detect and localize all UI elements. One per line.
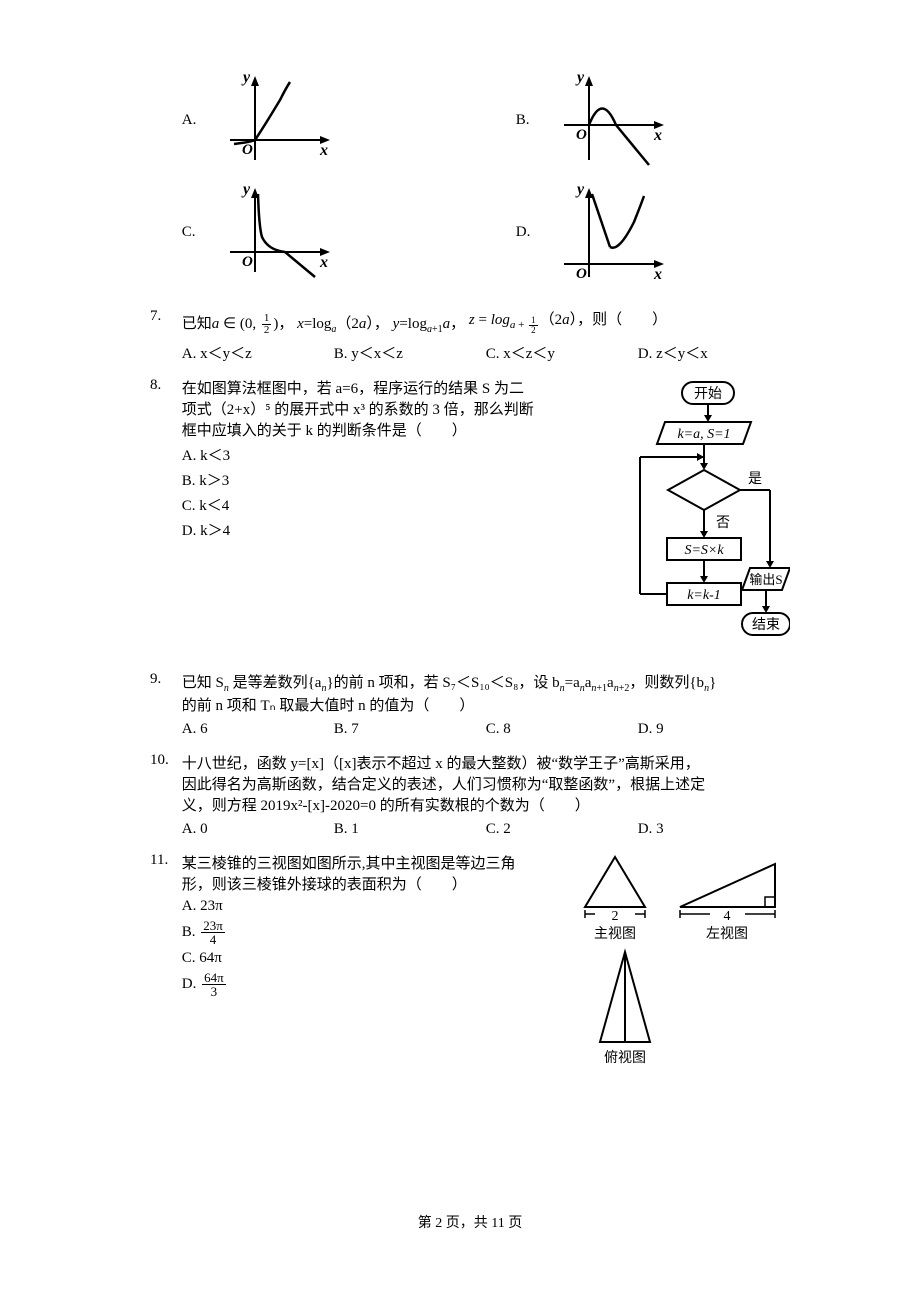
- graph-a: y x O: [220, 70, 456, 170]
- svg-text:x: x: [319, 254, 328, 271]
- svg-text:x: x: [319, 142, 328, 159]
- graph-c-label: C.: [182, 224, 220, 241]
- q9-options: A. 6 B. 7 C. 8 D. 9: [182, 721, 790, 738]
- svg-text:x: x: [653, 266, 662, 282]
- svg-text:4: 4: [723, 909, 730, 924]
- svg-text:y: y: [575, 70, 585, 86]
- q10-stem-3: 义，则方程 2019x²-[x]-2020=0 的所有实数根的个数为（ ）: [182, 794, 790, 815]
- q11-opt-a: A. 23π: [182, 898, 558, 915]
- q10-stem-1: 十八世纪，函数 y=[x]（[x]表示不超过 x 的最大整数）被“数学王子”高斯…: [182, 752, 790, 773]
- svg-text:是: 是: [748, 472, 762, 487]
- page-footer: 第 2 页，共 11 页: [150, 1212, 790, 1232]
- q10-options: A. 0 B. 1 C. 2 D. 3: [182, 821, 790, 838]
- svg-text:y: y: [575, 182, 585, 198]
- svg-text:O: O: [576, 127, 587, 143]
- svg-text:俯视图: 俯视图: [604, 1050, 646, 1066]
- svg-text:左视图: 左视图: [706, 926, 748, 942]
- q8-stem-3: 框中应填入的关于 k 的判断条件是（ ）: [182, 419, 598, 440]
- q7-opt-b: B. y＜x＜z: [334, 342, 486, 363]
- q8-opt-c: C. k＜4: [182, 494, 598, 515]
- q9-opt-c: C. 8: [486, 721, 638, 738]
- svg-text:主视图: 主视图: [594, 926, 636, 942]
- svg-text:k=k-1: k=k-1: [687, 588, 721, 603]
- q8-stem-1: 在如图算法框图中，若 a=6，程序运行的结果 S 为二: [182, 377, 598, 398]
- svg-text:x: x: [653, 127, 662, 144]
- q8-opt-d: D. k＞4: [182, 519, 598, 540]
- q11-opt-d: D. 64π3: [182, 971, 558, 998]
- q11-stem-2: 形，则该三棱锥外接球的表面积为（ ）: [182, 873, 558, 894]
- graph-a-label: A.: [182, 112, 220, 129]
- graph-d: y x O: [554, 182, 790, 282]
- q8-opt-a: A. k＜3: [182, 444, 598, 465]
- q10-opt-a: A. 0: [182, 821, 334, 838]
- svg-text:k=a, S=1: k=a, S=1: [677, 427, 730, 442]
- svg-text:结束: 结束: [752, 617, 780, 633]
- svg-text:2: 2: [611, 909, 618, 924]
- svg-text:输出S: 输出S: [749, 572, 782, 587]
- graph-c: y x O: [220, 182, 456, 282]
- q11-opt-c: C. 64π: [182, 950, 558, 967]
- q7-options: A. x＜y＜z B. y＜x＜z C. x＜z＜y D. z＜y＜x: [182, 342, 790, 363]
- q9-opt-b: B. 7: [334, 721, 486, 738]
- svg-text:O: O: [576, 266, 587, 282]
- q7-stem: 已知a ∈ (0, 12)， x=loga（2a）， y=loga+1a， z …: [182, 316, 667, 332]
- q10-opt-b: B. 1: [334, 821, 486, 838]
- q9-opt-a: A. 6: [182, 721, 334, 738]
- graph-b: y x O: [554, 70, 790, 170]
- q11-opt-b: B. 23π4: [182, 919, 558, 946]
- q10-num: 10.: [150, 752, 178, 769]
- q9-opt-d: D. 9: [638, 721, 790, 738]
- svg-text:S=S×k: S=S×k: [684, 543, 724, 558]
- q9-num: 9.: [150, 671, 178, 688]
- q7-num: 7.: [150, 308, 178, 325]
- q8-options: A. k＜3 B. k＞3 C. k＜4 D. k＞4: [182, 444, 598, 540]
- svg-text:开始: 开始: [694, 386, 722, 402]
- q8-stem-2: 项式（2+x）⁵ 的展开式中 x³ 的系数的 3 倍，那么判断: [182, 398, 598, 419]
- q6-graphs: A. y x O B.: [150, 70, 790, 294]
- svg-text:y: y: [241, 70, 251, 86]
- q7-opt-d: D. z＜y＜x: [638, 342, 790, 363]
- q11-num: 11.: [150, 852, 178, 869]
- svg-text:否: 否: [716, 516, 730, 531]
- question-9: 9. 已知 Sn 是等差数列{an}的前 n 项和，若 S₇＜S₁₀＜S₈，设 …: [150, 671, 790, 738]
- svg-text:y: y: [241, 182, 251, 198]
- q7-opt-a: A. x＜y＜z: [182, 342, 334, 363]
- q11-views: 2 主视图 4 左视图 俯视图: [570, 852, 790, 1072]
- q8-opt-b: B. k＞3: [182, 469, 598, 490]
- question-11: 11. 某三棱锥的三视图如图所示,其中主视图是等边三角 形，则该三棱锥外接球的表…: [150, 852, 790, 1072]
- question-10: 10. 十八世纪，函数 y=[x]（[x]表示不超过 x 的最大整数）被“数学王…: [150, 752, 790, 838]
- question-8: 8. 在如图算法框图中，若 a=6，程序运行的结果 S 为二 项式（2+x）⁵ …: [150, 377, 790, 657]
- q7-opt-c: C. x＜z＜y: [486, 342, 638, 363]
- q11-stem-1: 某三棱锥的三视图如图所示,其中主视图是等边三角: [182, 852, 558, 873]
- svg-text:O: O: [242, 142, 253, 158]
- graph-b-label: B.: [516, 112, 554, 129]
- q9-stem: 已知 Sn 是等差数列{an}的前 n 项和，若 S₇＜S₁₀＜S₈，设 bn=…: [182, 671, 790, 694]
- q11-options: A. 23π B. 23π4 C. 64π D. 64π3: [182, 898, 558, 998]
- question-7: 7. 已知a ∈ (0, 12)， x=loga（2a）， y=loga+1a，…: [150, 308, 790, 363]
- svg-text:O: O: [242, 254, 253, 270]
- q8-flowchart: 开始 k=a, S=1 是: [610, 377, 790, 657]
- q8-num: 8.: [150, 377, 178, 394]
- graph-d-label: D.: [516, 224, 554, 241]
- q10-opt-d: D. 3: [638, 821, 790, 838]
- q10-stem-2: 因此得名为高斯函数，结合定义的表述，人们习惯称为“取整函数”，根据上述定: [182, 773, 790, 794]
- q10-opt-c: C. 2: [486, 821, 638, 838]
